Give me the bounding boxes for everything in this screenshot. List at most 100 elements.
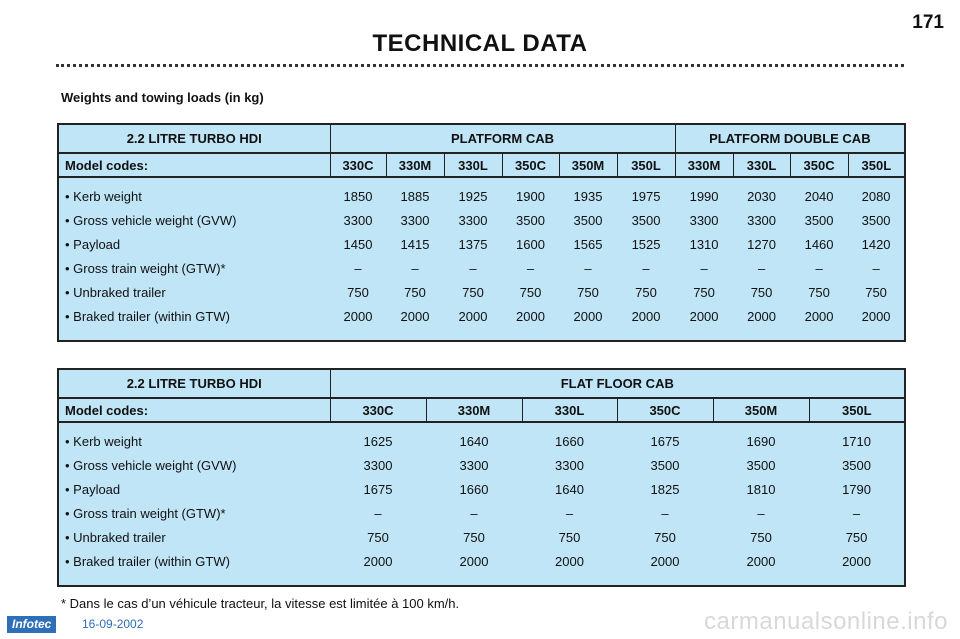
- table-cell: –: [374, 505, 382, 521]
- table-cell: 1935: [573, 188, 603, 204]
- model-code-cell: 350M: [712, 397, 809, 423]
- table-cell: 2000: [459, 553, 489, 569]
- table-cell: 1600: [516, 236, 545, 252]
- table-row: • Payload 1675 1660 1640 1825 1810 1790: [58, 477, 905, 501]
- table-row: • Gross train weight (GTW)* – – – – – –: [58, 501, 905, 525]
- table-cell: –: [469, 260, 477, 276]
- table-cell: 1375: [458, 236, 488, 252]
- table-cell: –: [757, 505, 765, 521]
- table-row: • Payload 1450 1415 1375 1600 1565 1525 1310 127…: [58, 232, 905, 256]
- table-cell: –: [411, 260, 419, 276]
- table-cell: 3300: [400, 212, 430, 228]
- model-code-cell: 330M: [385, 152, 444, 178]
- model-code-cell: 350C: [789, 152, 849, 178]
- model-code-cell: 350L: [616, 152, 676, 178]
- table-cell: 750: [558, 529, 581, 545]
- row-label: • Payload: [65, 481, 121, 497]
- row-label: • Braked trailer (within GTW): [65, 553, 230, 569]
- table-cell: 1270: [747, 236, 777, 252]
- table-cell: 1625: [363, 433, 393, 449]
- footnote: * Dans le cas d’un véhicule tracteur, la…: [61, 596, 460, 611]
- table-cell: 1790: [842, 481, 871, 497]
- table-cell: 3300: [363, 457, 393, 473]
- table-cell: 750: [865, 284, 887, 300]
- group-header-platform-cab: PLATFORM CAB: [329, 124, 676, 153]
- table-group-header: 2.2 LITRE TURBO HDI PLATFORM CAB PLATFOR…: [58, 124, 906, 153]
- table-cell: 750: [367, 529, 389, 545]
- table-cell: 1990: [689, 188, 719, 204]
- table-cell: 1710: [842, 433, 871, 449]
- table-cell: 1900: [516, 188, 545, 204]
- table-cell: 1885: [400, 188, 430, 204]
- table-cell: 2000: [689, 308, 719, 324]
- table-cell: 1690: [746, 433, 776, 449]
- group-header-flat-floor-cab: FLAT FLOOR CAB: [329, 369, 906, 398]
- engine-header: 2.2 LITRE TURBO HDI: [126, 376, 262, 391]
- row-label: • Gross vehicle weight (GVW): [65, 212, 237, 228]
- row-label: • Gross train weight (GTW)*: [65, 505, 226, 521]
- table-cell: 3500: [650, 457, 680, 473]
- table-cell: –: [661, 505, 669, 521]
- model-code-cell: 330L: [521, 397, 617, 423]
- table-cell: 1525: [631, 236, 661, 252]
- table-row: • Kerb weight 1850 1885 1925 1900 1935 1975 199…: [58, 177, 905, 208]
- table-cell: 3300: [555, 457, 584, 473]
- table-cell: 1675: [363, 481, 393, 497]
- infotec-logo: Infotec: [7, 616, 57, 633]
- table-cell: 3300: [689, 212, 719, 228]
- table-cell: 750: [577, 284, 599, 300]
- table-cell: 750: [750, 284, 773, 300]
- table-row: • Gross vehicle weight (GVW) 3300 3300 3300…: [58, 453, 905, 477]
- model-code-cell: 330L: [443, 152, 502, 178]
- weights-table-flat-floor: 2.2 LITRE TURBO HDI FLAT FLOOR CAB Model…: [57, 368, 907, 587]
- table-cell: 750: [635, 284, 657, 300]
- table-cell: 2000: [343, 308, 373, 324]
- table-row: • Braked trailer (within GTW) 2000 2000 200…: [58, 549, 905, 586]
- table-cell: 1810: [746, 481, 776, 497]
- model-codes-row: Model codes: 330C 330M 330L 350C 350M 350L 330…: [58, 152, 906, 178]
- model-code-cell: 330M: [425, 397, 522, 423]
- table-cell: 1640: [459, 433, 489, 449]
- table-cell: 2000: [631, 308, 661, 324]
- row-label: • Payload: [65, 236, 121, 252]
- table-cell: 1565: [573, 236, 603, 252]
- table-cell: 2040: [804, 188, 834, 204]
- page-number: 171: [912, 12, 944, 33]
- table-cell: –: [852, 505, 861, 521]
- table-cell: 2000: [804, 308, 834, 324]
- table-cell: 2000: [573, 308, 603, 324]
- model-code-cell: 330C: [329, 397, 426, 423]
- table-cell: 2080: [861, 188, 891, 204]
- table-cell: 750: [654, 529, 676, 545]
- table-cell: 1640: [555, 481, 584, 497]
- table-cell: 2000: [516, 308, 545, 324]
- table-cell: 750: [845, 529, 868, 545]
- table-cell: 3500: [631, 212, 661, 228]
- row-label: • Braked trailer (within GTW): [65, 308, 230, 324]
- page-title: TECHNICAL DATA: [372, 30, 588, 57]
- table-row: • Braked trailer (within GTW) 2000 2000 200…: [58, 304, 905, 341]
- row-label: • Gross train weight (GTW)*: [65, 260, 226, 276]
- table-cell: 3500: [842, 457, 871, 473]
- table-cell: 750: [693, 284, 715, 300]
- table-cell: 1975: [631, 188, 661, 204]
- table-group-header: 2.2 LITRE TURBO HDI FLAT FLOOR CAB: [58, 369, 906, 398]
- table-cell: 750: [463, 529, 485, 545]
- model-code-cell: 350C: [501, 152, 559, 178]
- table-cell: 1310: [689, 236, 719, 252]
- table-cell: 3500: [804, 212, 834, 228]
- table-cell: 1660: [555, 433, 584, 449]
- table-cell: 2000: [861, 308, 891, 324]
- table-cell: 2030: [747, 188, 777, 204]
- table-cell: 3500: [516, 212, 545, 228]
- dotted-divider: [56, 64, 904, 67]
- table-cell: –: [565, 505, 574, 521]
- table-cell: 3500: [746, 457, 776, 473]
- table-cell: 3500: [573, 212, 603, 228]
- table-cell: 750: [808, 284, 830, 300]
- table-cell: 1925: [458, 188, 488, 204]
- table-cell: –: [354, 260, 362, 276]
- table-cell: 2000: [842, 553, 871, 569]
- section-subtitle: Weights and towing loads (in kg): [61, 90, 264, 105]
- table-cell: 2000: [555, 553, 584, 569]
